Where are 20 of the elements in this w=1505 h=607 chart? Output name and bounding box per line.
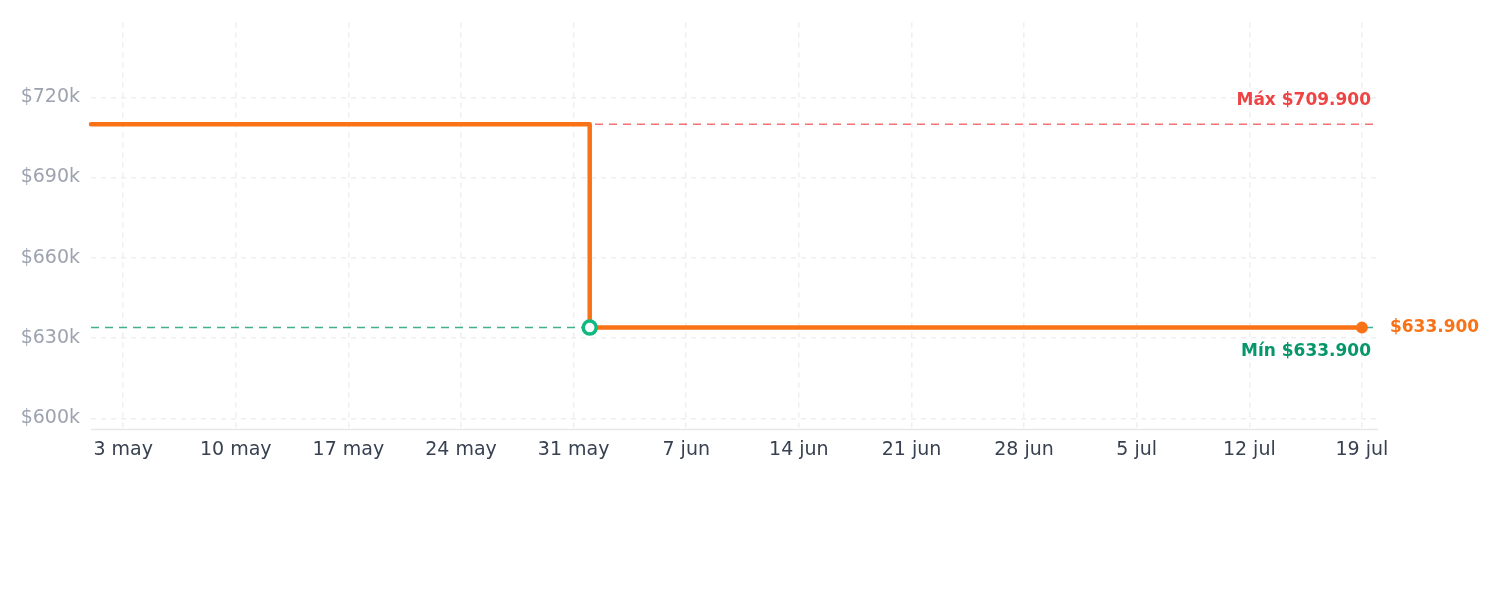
x-tick-label: 10 may: [199, 437, 272, 460]
y-tick-label: $630k: [20, 324, 80, 347]
ref-line-label: Mín $633.900: [1240, 340, 1372, 361]
ref-line-label: Máx $709.900: [1236, 88, 1372, 109]
x-tick-label: 5 jul: [1116, 437, 1158, 460]
x-tick-label: 21 jun: [881, 437, 942, 460]
x-tick-label: 19 jul: [1335, 437, 1389, 460]
x-tick-label: 14 jun: [769, 437, 829, 460]
y-tick-label: $600k: [20, 405, 80, 428]
x-tick-label: 17 may: [312, 437, 385, 460]
x-tick-label: 12 jul: [1222, 437, 1276, 460]
x-tick-label: 31 may: [537, 437, 610, 460]
x-tick-label: 28 jun: [994, 437, 1054, 460]
y-tick-label: $720k: [20, 84, 80, 107]
annotation: $633.900: [1389, 316, 1480, 337]
x-tick-label: 24 may: [425, 437, 497, 460]
y-tick-label: $660k: [20, 244, 80, 267]
x-tick-label: 3 may: [93, 437, 153, 460]
x-tick-label: 7 jun: [662, 437, 710, 460]
y-tick-label: $690k: [20, 164, 80, 187]
